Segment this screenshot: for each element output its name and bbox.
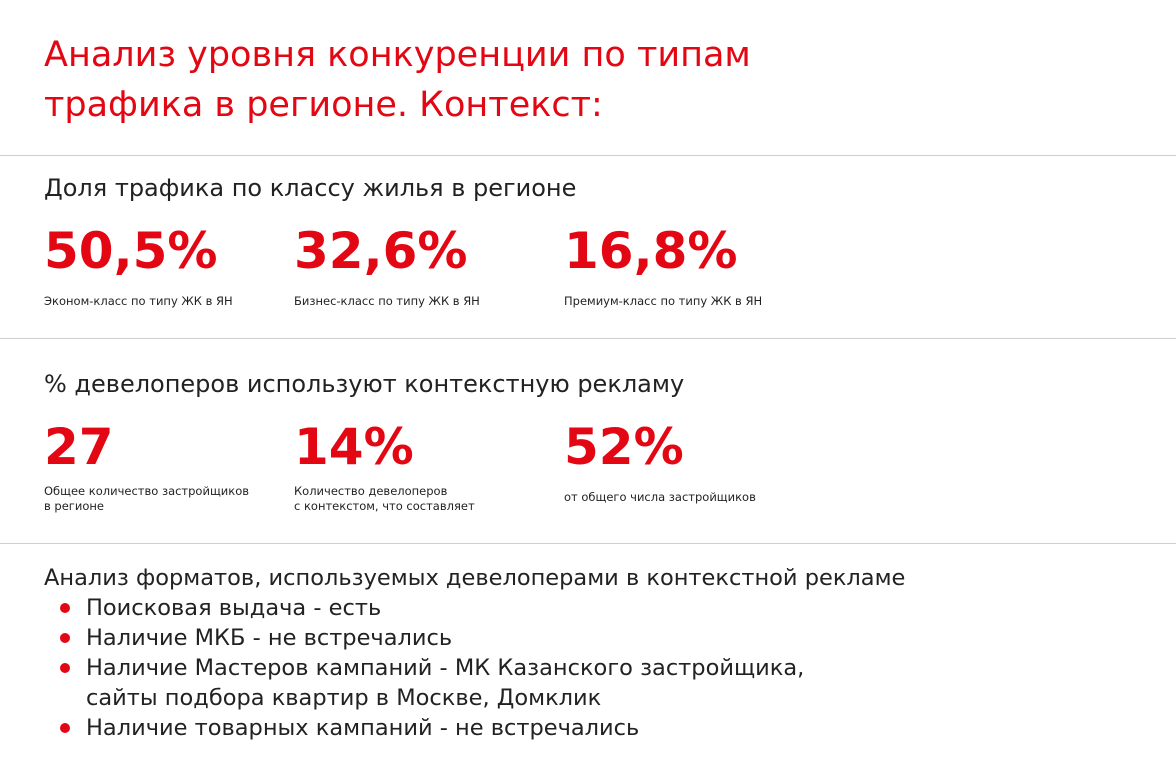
caption-line: от общего числа застройщиков [564,490,756,504]
stat-caption: Бизнес-класс по типу ЖК в ЯН [294,294,480,309]
formats-heading: Анализ форматов, используемых девелопера… [44,565,906,591]
stat-value: 27 [44,418,114,476]
stat-value: 52% [564,418,684,476]
stat-caption: Количество девелоперов с контекстом, что … [294,484,475,514]
divider [0,543,1176,544]
bullet-line: сайты подбора квартир в Москве, Домклик [86,685,602,711]
stat-caption: Эконом-класс по типу ЖК в ЯН [44,294,233,309]
stat-caption: Премиум-класс по типу ЖК в ЯН [564,294,762,309]
formats-list: Поисковая выдача - есть Наличие МКБ - не … [44,593,905,743]
title-line: трафика в регионе. Контекст: [44,85,603,125]
bullet-item: Наличие МКБ - не встречались [59,623,905,653]
bullet-line: Наличие МКБ - не встречались [86,625,453,651]
stat-value: 16,8% [564,222,738,280]
stat-value: 50,5% [44,222,218,280]
caption-line: в регионе [44,499,104,513]
bullet-item: Поисковая выдача - есть [59,593,905,623]
caption-line: с контекстом, что составляет [294,499,475,513]
bullet-line: Наличие товарных кампаний - не встречали… [86,715,640,741]
title-line: Анализ уровня конкуренции по типам [44,35,751,75]
title: Анализ уровня конкуренции по типам трафи… [44,30,751,130]
formats: Анализ форматов, используемых девелопера… [44,563,905,743]
stat-caption: Общее количество застройщиков в регионе [44,484,249,514]
caption-line: Общее количество застройщиков [44,484,250,498]
bullet-item: Наличие Мастеров кампаний - МК Казанског… [59,653,905,713]
divider [0,338,1176,339]
bullet-line: Наличие Мастеров кампаний - МК Казанског… [86,655,805,681]
section-heading: Доля трафика по классу жилья в регионе [44,174,577,202]
stat-value: 14% [294,418,414,476]
caption-line: Эконом-класс по типу ЖК в ЯН [44,294,233,308]
caption-line: Количество девелоперов [294,484,448,498]
caption-line: Бизнес-класс по типу ЖК в ЯН [294,294,480,308]
stat-value: 32,6% [294,222,468,280]
caption-line: Премиум-класс по типу ЖК в ЯН [564,294,763,308]
divider [0,155,1176,156]
bullet-item: Наличие товарных кампаний - не встречали… [59,713,905,743]
bullet-line: Поисковая выдача - есть [86,595,382,621]
stat-caption: от общего числа застройщиков [564,490,756,505]
section-heading: % девелоперов используют контекстную рек… [44,370,685,398]
